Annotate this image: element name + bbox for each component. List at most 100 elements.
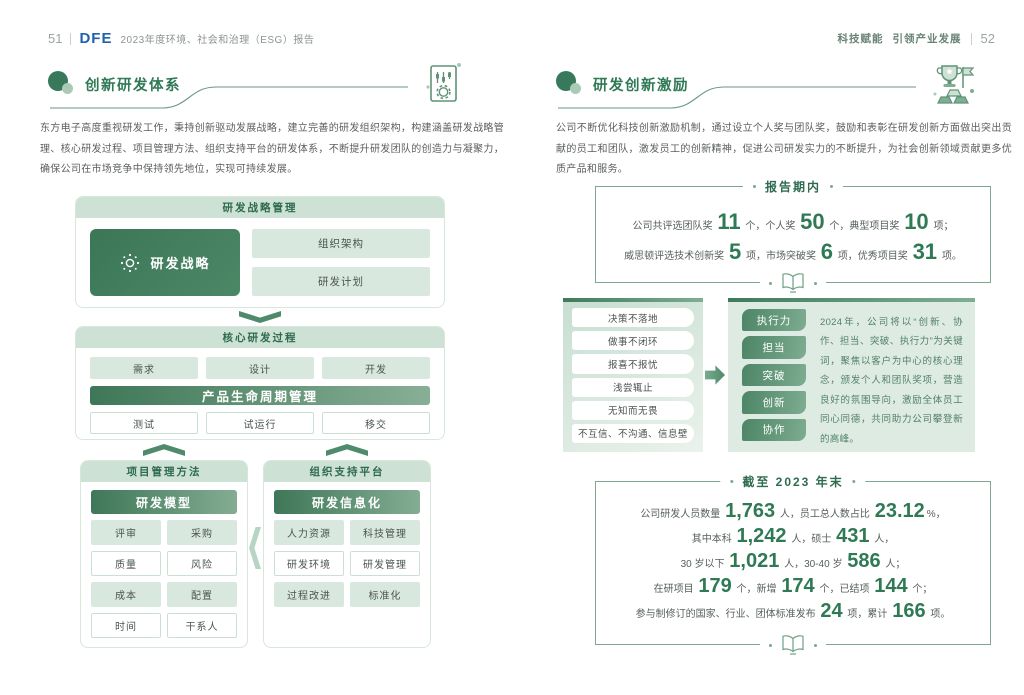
dot-icon bbox=[814, 643, 817, 647]
rd-strategy-card: 研发战略 bbox=[90, 229, 240, 296]
stat-box-title-text: 报告期内 bbox=[764, 180, 822, 194]
stat-number: 5 bbox=[728, 239, 742, 264]
stat-number: 431 bbox=[836, 525, 870, 547]
diagram-cell: 人力资源 bbox=[274, 520, 344, 545]
stat-text: 项。 bbox=[939, 251, 962, 262]
stat-text: 公司研发人员数量 bbox=[640, 509, 724, 520]
diagram-cell: 试运行 bbox=[206, 412, 314, 434]
open-book-icon bbox=[782, 273, 804, 293]
box-body: 研发模型 评审 采购 质量 风险 成本 配置 时间 干系人 bbox=[81, 482, 247, 646]
stat-line: 参与制修订的国家、行业、团体标准发布 24 项，累计 166 项。 bbox=[636, 600, 951, 623]
rd-model-bar: 研发模型 bbox=[91, 490, 237, 514]
diagram-cell: 研发管理 bbox=[350, 551, 420, 576]
stat-text: 参与制修订的国家、行业、团体标准发布 bbox=[635, 609, 819, 620]
core-process-box: 核心研发过程 需求 设计 开发 产品生命周期管理 测试 试运行 移交 bbox=[75, 326, 445, 440]
cells-row: 人力资源 科技管理 bbox=[274, 520, 420, 545]
chapter-phrase-1: 科技赋能 bbox=[837, 33, 884, 45]
section-title-right: 研发创新激励 bbox=[593, 78, 689, 94]
stat-number: 1,242 bbox=[736, 525, 787, 547]
stat-text: 30 岁以下 bbox=[680, 559, 728, 570]
open-book-icon bbox=[782, 635, 804, 655]
stat-text: 在研项目 bbox=[653, 584, 697, 595]
positive-pill: 创新 bbox=[742, 391, 806, 414]
stat-number: 1,763 bbox=[725, 500, 776, 522]
swoosh-line bbox=[50, 86, 408, 109]
diagram-cell: 时间 bbox=[91, 613, 161, 638]
stat-line: 其中本科 1,242 人，硕士 431 人， bbox=[692, 525, 895, 548]
box-header: 研发战略管理 bbox=[76, 197, 444, 218]
stat-line: 威思顿评选技术创新奖 5 项，市场突破奖 6 项，优秀项目奖 31 项。 bbox=[624, 239, 962, 265]
negative-pill: 做事不闭环 bbox=[572, 331, 694, 351]
gear-sun-icon bbox=[121, 253, 140, 272]
stat-number: 6 bbox=[820, 239, 833, 264]
cells-row: 质量 风险 bbox=[91, 551, 237, 576]
dot-icon bbox=[814, 281, 817, 285]
diagram-cell: 组织架构 bbox=[252, 229, 430, 258]
intro-paragraph-right: 公司不断优化科技创新激励机制，通过设立个人奖与团队奖，鼓励和表彰在研发创新方面做… bbox=[556, 123, 1012, 175]
culture-negatives-panel: 决策不落地 做事不闭环 报喜不报忧 浅尝辄止 无知而无畏 不互信、不沟通、信息壁 bbox=[563, 298, 703, 452]
plm-bar: 产品生命周期管理 bbox=[90, 386, 430, 405]
arrow-right-icon bbox=[705, 365, 725, 385]
stat-number: 10 bbox=[904, 209, 929, 234]
negative-pill: 决策不落地 bbox=[572, 308, 694, 328]
stat-text: 项。 bbox=[927, 609, 951, 620]
arrow-down-icon bbox=[239, 311, 281, 323]
diagram-cell: 质量 bbox=[91, 551, 161, 576]
stat-text: 项，优秀项目奖 bbox=[835, 251, 911, 262]
stat-text: 人； bbox=[882, 559, 906, 570]
positive-pill: 执行力 bbox=[742, 309, 806, 332]
stat-box-title-text: 截至 2023 年末 bbox=[742, 475, 844, 489]
diagram-cell: 配置 bbox=[167, 582, 237, 607]
stat-text: 项； bbox=[930, 221, 954, 232]
cells-row: 研发环境 研发管理 bbox=[274, 551, 420, 576]
right-page-header: 科技赋能 引领产业发展 52 bbox=[838, 31, 995, 46]
stat-text: %， bbox=[926, 509, 946, 520]
dot-icon bbox=[752, 185, 756, 188]
negative-pill: 不互信、不沟通、信息壁 bbox=[572, 423, 694, 444]
stat-text: 人， bbox=[871, 534, 895, 545]
stat-text: 项，累计 bbox=[844, 609, 891, 620]
intro-paragraph-left: 东方电子高度重视研发工作，秉持创新驱动发展战略，建立完善的研发组织架构，构建涵盖… bbox=[40, 123, 504, 175]
dot-icon bbox=[769, 643, 772, 647]
trophy-award-icon bbox=[933, 65, 975, 104]
stat-text: 其中本科 bbox=[691, 534, 735, 545]
diagram-cell: 成本 bbox=[91, 582, 161, 607]
company-logo: DFE bbox=[79, 30, 113, 47]
stat-text: 个，个人奖 bbox=[742, 221, 799, 232]
section-bullet-icon-small bbox=[62, 83, 73, 94]
diagram-cell: 研发环境 bbox=[274, 551, 344, 576]
diagram-cell: 标准化 bbox=[350, 582, 420, 607]
stat-line: 30 岁以下 1,021 人，30-40 岁 586 人； bbox=[681, 550, 906, 573]
stat-text: 公司共评选团队奖 bbox=[632, 221, 716, 232]
stat-number: 50 bbox=[800, 209, 825, 234]
box-body: 需求 设计 开发 产品生命周期管理 测试 试运行 移交 bbox=[76, 348, 444, 439]
stat-number: 166 bbox=[892, 600, 926, 622]
project-method-box: 项目管理方法 研发模型 评审 采购 质量 风险 成本 配置 时间 干系人 bbox=[80, 460, 248, 648]
stat-text: 个，已结项 bbox=[816, 584, 873, 595]
cells-row: 过程改进 标准化 bbox=[274, 582, 420, 607]
rd-system-diagram: 研发战略管理 研发战略 组织架构 bbox=[75, 196, 445, 648]
left-page-number: 51 bbox=[48, 31, 63, 46]
stat-line: 公司研发人员数量 1,763 人，员工总人数占比 23.12%， bbox=[640, 500, 945, 523]
stat-lines: 公司研发人员数量 1,763 人，员工总人数占比 23.12%， 其中本科 1,… bbox=[596, 482, 990, 644]
stat-box-title: 截至 2023 年末 bbox=[720, 473, 866, 490]
stat-number: 179 bbox=[698, 575, 732, 597]
header-divider bbox=[970, 32, 972, 45]
negative-pill: 浅尝辄止 bbox=[572, 377, 694, 397]
rd-informatization-bar: 研发信息化 bbox=[274, 490, 420, 514]
diagram-cell: 需求 bbox=[90, 357, 198, 379]
stat-number: 31 bbox=[912, 239, 938, 264]
diagram-cell: 开发 bbox=[322, 357, 430, 379]
diagram-cell: 风险 bbox=[167, 551, 237, 576]
stat-box-title: 报告期内 bbox=[742, 178, 844, 195]
section-header-left: 创新研发体系 bbox=[48, 63, 466, 116]
cells-row: 时间 干系人 bbox=[91, 613, 237, 638]
arrow-left-icon bbox=[249, 527, 261, 569]
dot-icon bbox=[769, 281, 772, 285]
chapter-phrase-2: 引领产业发展 bbox=[892, 33, 962, 45]
positive-pill: 突破 bbox=[742, 363, 806, 387]
diagram-cell: 测试 bbox=[90, 412, 198, 434]
box-header: 核心研发过程 bbox=[76, 327, 444, 348]
dot-icon bbox=[852, 480, 856, 483]
